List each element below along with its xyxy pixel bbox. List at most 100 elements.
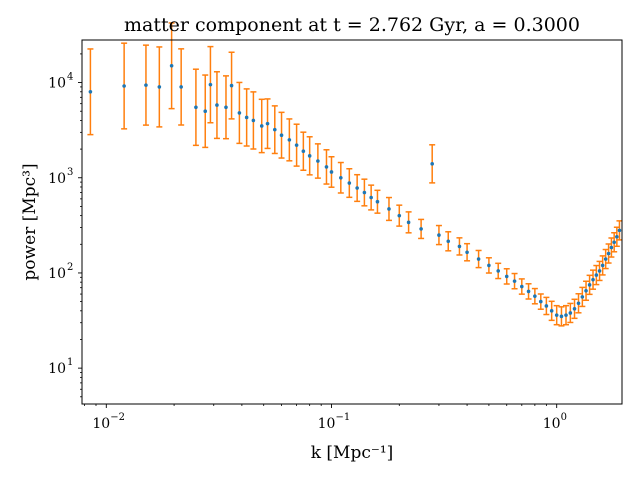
point-marker	[244, 115, 249, 120]
y-tick-exponent: 2	[67, 262, 73, 273]
y-tick-label: 10	[48, 76, 66, 92]
point-marker	[387, 207, 391, 211]
data-point	[236, 81, 243, 145]
data-point	[354, 173, 361, 203]
point-marker	[572, 307, 577, 311]
data-point	[178, 48, 185, 126]
point-marker	[229, 83, 234, 88]
point-marker	[324, 165, 329, 169]
point-marker	[316, 159, 320, 163]
data-point	[314, 143, 321, 179]
point-marker	[272, 127, 277, 132]
y-tick-exponent: 1	[67, 357, 73, 368]
data-point	[300, 131, 307, 172]
data-point	[503, 268, 510, 285]
data-point	[543, 296, 550, 316]
point-marker	[559, 314, 564, 319]
point-marker	[362, 190, 367, 195]
point-marker	[544, 304, 549, 308]
data-point	[567, 302, 574, 324]
point-marker	[526, 289, 531, 294]
point-marker	[538, 299, 543, 304]
data-point	[571, 298, 578, 320]
point-marker	[587, 283, 592, 287]
data-point	[593, 264, 600, 286]
point-marker	[549, 309, 554, 313]
point-marker	[375, 199, 380, 204]
y-axis-label: power [Mpc³]	[20, 163, 40, 280]
data-point	[464, 242, 471, 262]
point-marker	[329, 170, 334, 174]
data-point	[435, 224, 442, 246]
x-tick-exponent: 0	[561, 412, 567, 423]
point-marker	[369, 195, 373, 200]
data-point	[583, 280, 590, 302]
point-marker	[406, 220, 411, 225]
point-marker	[251, 118, 256, 123]
data-point	[121, 42, 128, 130]
data-point	[608, 237, 615, 258]
point-marker	[554, 313, 559, 317]
data-point	[323, 149, 330, 185]
point-marker	[512, 279, 517, 283]
data-point	[258, 98, 265, 154]
data-point	[228, 51, 235, 120]
point-marker	[457, 244, 462, 249]
point-marker	[301, 149, 306, 154]
x-tick-exponent: −1	[335, 412, 350, 423]
data-point	[596, 260, 603, 282]
point-marker	[169, 64, 174, 68]
point-marker	[597, 269, 602, 273]
point-marker	[609, 245, 614, 250]
data-point	[142, 44, 149, 126]
point-marker	[487, 263, 491, 268]
data-point	[590, 269, 597, 290]
point-marker	[576, 301, 581, 306]
data-point	[346, 168, 353, 199]
point-marker	[606, 251, 611, 256]
point-marker	[419, 227, 423, 231]
data-point	[192, 68, 199, 147]
point-marker	[294, 143, 299, 147]
point-marker	[591, 277, 595, 282]
point-marker	[215, 103, 219, 107]
data-point	[602, 248, 609, 270]
data-point	[278, 111, 285, 159]
point-marker	[203, 109, 208, 114]
data-point	[385, 196, 392, 222]
point-marker	[476, 257, 481, 261]
data-point	[495, 262, 502, 280]
point-marker	[157, 85, 162, 89]
data-point	[485, 257, 492, 274]
point-marker	[194, 105, 198, 110]
data-point	[271, 105, 278, 155]
point-marker	[347, 181, 352, 185]
data-point	[456, 237, 463, 256]
x-tick-exponent: −2	[110, 412, 125, 423]
point-marker	[612, 240, 616, 245]
data-point	[87, 48, 94, 136]
data-point	[579, 286, 586, 308]
y-tick-label: 10	[48, 171, 66, 187]
data-point	[213, 71, 220, 140]
point-marker	[437, 233, 441, 237]
y-tick-label: 10	[48, 266, 66, 282]
point-marker	[504, 274, 509, 279]
point-marker	[615, 234, 619, 239]
data-point	[306, 136, 313, 176]
data-point	[445, 231, 452, 252]
data-point	[616, 220, 623, 241]
plot-marks	[87, 22, 623, 327]
data-point	[202, 74, 209, 149]
x-tick-label: 10	[318, 416, 336, 432]
data-point	[374, 189, 381, 214]
y-tick-exponent: 3	[67, 167, 73, 178]
data-point	[548, 300, 555, 322]
data-point	[429, 144, 436, 184]
data-point	[337, 161, 344, 194]
data-point	[558, 306, 565, 327]
point-marker	[355, 186, 359, 190]
data-point	[586, 274, 593, 296]
x-tick-label: 10	[543, 416, 561, 432]
